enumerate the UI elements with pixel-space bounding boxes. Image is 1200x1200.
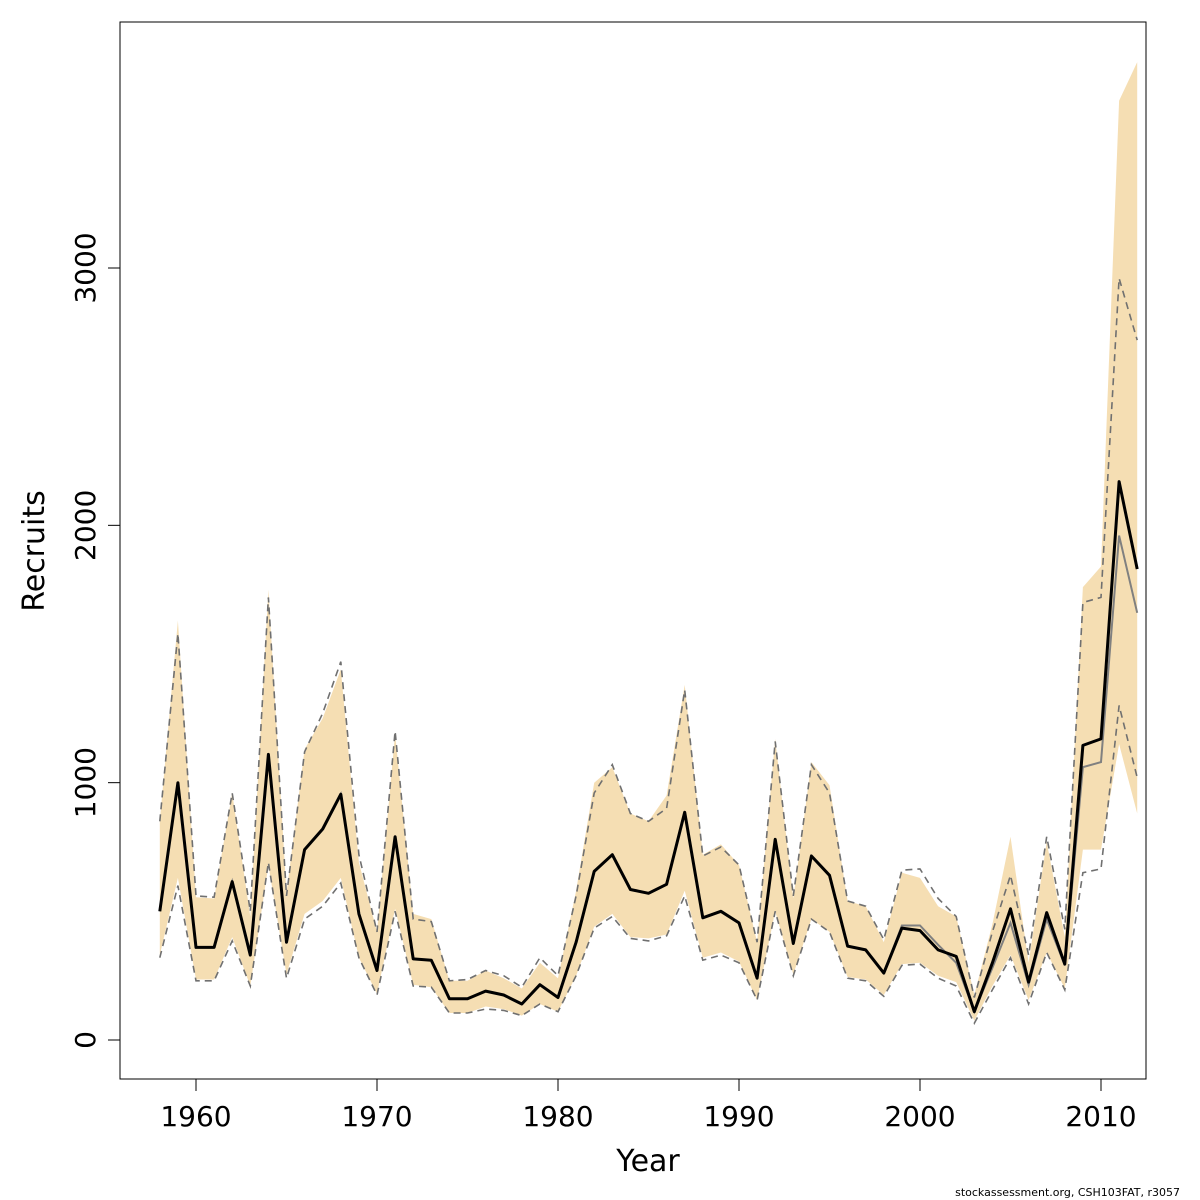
y-tick-label: 1000	[69, 747, 102, 818]
upper-bound-line	[159, 278, 1138, 998]
x-tick-label: 1960	[160, 1100, 231, 1133]
y-tick-label: 2000	[69, 490, 102, 561]
x-tick-label: 2010	[1065, 1100, 1136, 1133]
confidence-band	[159, 62, 1138, 1021]
y-tick-label: 3000	[69, 232, 102, 303]
footer-credit: stockassessment.org, CSH103FAT, r3057	[955, 1186, 1180, 1199]
x-tick-label: 1970	[341, 1100, 412, 1133]
x-tick-label: 1990	[703, 1100, 774, 1133]
estimate-line	[158, 480, 1139, 1014]
x-tick-label: 1980	[522, 1100, 593, 1133]
x-tick-label: 2000	[884, 1100, 955, 1133]
plot-area	[158, 62, 1139, 1026]
y-tick-label: 0	[69, 1031, 102, 1049]
axes: 1960 1970 1980 1990 2000 2010 0 1000 2000 3000	[69, 232, 1137, 1133]
lower-bound-line	[159, 705, 1138, 1026]
x-axis-title: Year	[615, 1144, 680, 1179]
y-axis-title: Recruits	[17, 490, 52, 612]
